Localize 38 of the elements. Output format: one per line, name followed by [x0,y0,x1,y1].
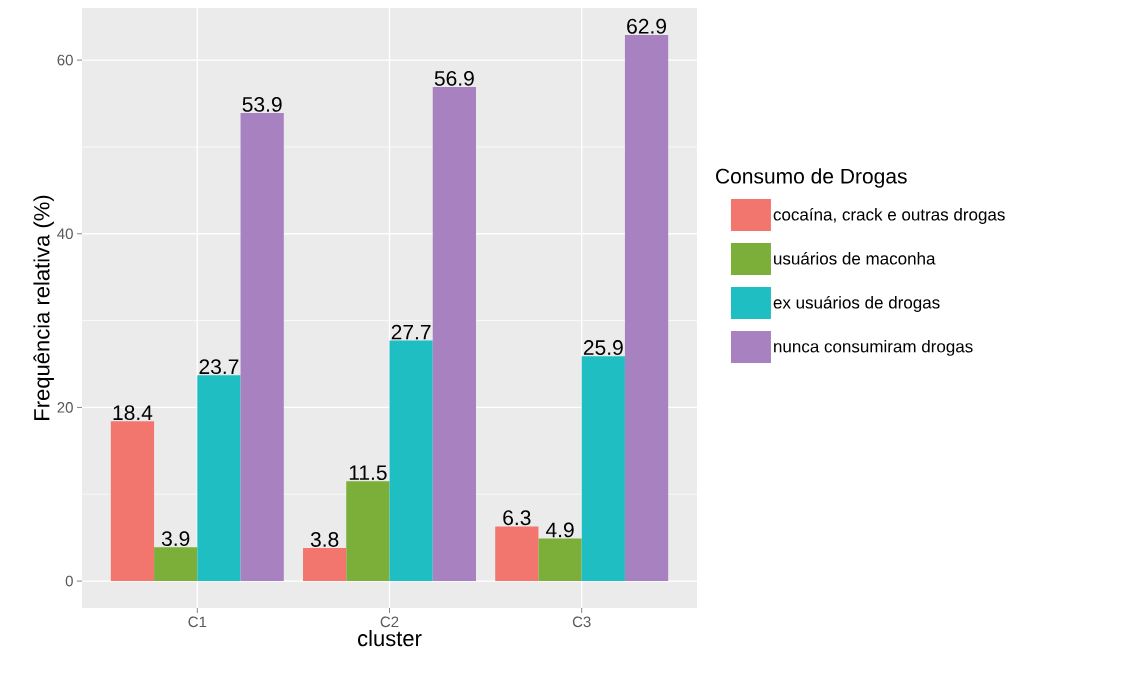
data-label: 3.9 [161,531,190,547]
x-axis-title: cluster [358,630,422,647]
legend-label: ex usuários de drogas [773,295,940,312]
data-label: 11.5 [349,465,387,481]
bar [110,421,155,582]
x-tick-label: C2 [380,616,399,628]
data-label: 53.9 [242,96,282,112]
y-tick-label: 60 [57,54,73,66]
y-tick-label: 20 [57,402,73,413]
x-tick-label: C1 [188,616,207,628]
legend-title: Consumo de Drogas [716,168,907,188]
bar [154,547,198,582]
bar [495,526,539,582]
bar [389,340,433,582]
bar [432,87,476,582]
bar [538,538,582,582]
data-label: 62.9 [627,18,666,34]
y-axis-title: Frequência relativa (%) [33,195,54,420]
x-tick-label: C3 [572,616,591,628]
data-label: 56.9 [434,70,474,86]
y-tick-label: 40 [57,228,73,240]
bar [581,356,625,582]
y-tick-label: 0 [65,575,73,587]
data-label: 4.9 [545,522,574,538]
legend-label: cocaína, crack e outras drogas [773,207,1005,224]
bar [240,113,284,582]
bar [346,481,390,582]
legend-label: usuários de maconha [774,251,936,265]
bar [624,34,669,582]
bar [197,375,241,582]
data-label: 27.7 [391,324,431,340]
bar [303,548,347,582]
data-label: 25.9 [583,340,623,355]
legend-label: nunca consumiram drogas [774,340,973,356]
data-label: 3.8 [310,532,339,547]
data-label: 6.3 [503,510,531,526]
data-label: 23.7 [199,359,239,375]
data-label: 18.4 [113,405,153,421]
